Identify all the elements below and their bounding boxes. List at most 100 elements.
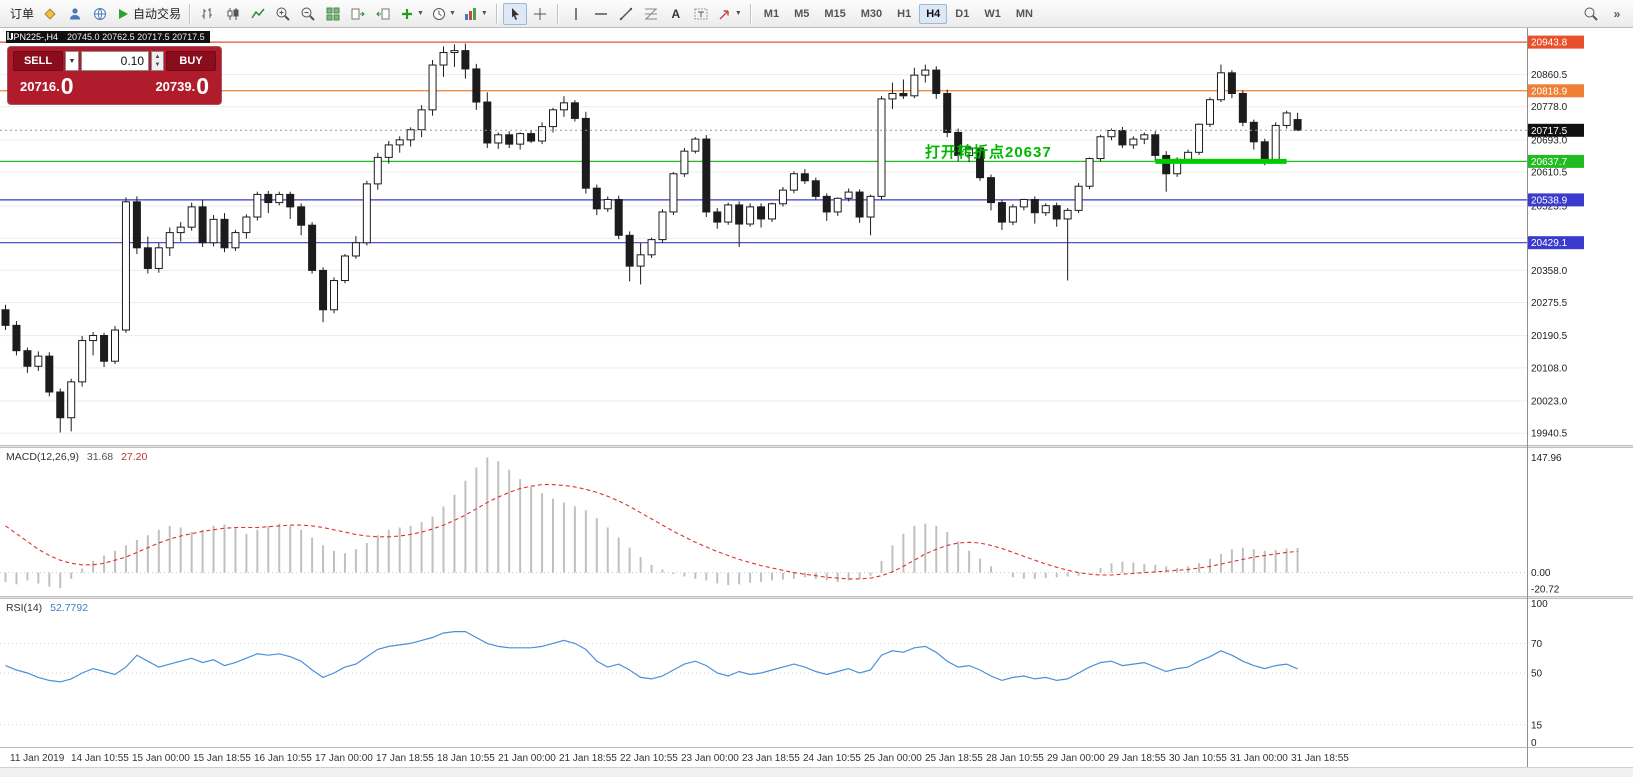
text-button[interactable]: A <box>664 3 688 25</box>
buy-price[interactable]: 20739. 0 <box>155 74 209 99</box>
candle-body <box>1282 112 1291 126</box>
timeframe-w1[interactable]: W1 <box>977 4 1008 24</box>
chart-canvas[interactable]: 20860.5 20778.0 20693.0 20610.5 20523.5 20358… <box>0 28 1633 777</box>
play-icon <box>119 8 129 19</box>
candle-body <box>921 69 930 76</box>
line-chart-icon <box>251 8 265 18</box>
candle-body <box>121 201 130 331</box>
candle-body <box>943 92 952 133</box>
candle-body <box>538 126 547 142</box>
toolbar-right-group: » <box>1579 3 1629 25</box>
toolbar-separator <box>495 3 498 24</box>
candle-body <box>275 193 284 204</box>
timeframe-m5[interactable]: M5 <box>787 4 816 24</box>
volume-stepper[interactable]: ▲ ▼ <box>151 51 164 71</box>
auto-scroll-button[interactable] <box>346 3 370 25</box>
autotrading-button[interactable]: 自动交易 <box>113 3 184 25</box>
cursor-button[interactable] <box>502 2 527 25</box>
candle-body <box>242 216 251 234</box>
tile-windows-button[interactable] <box>321 3 345 25</box>
crosshair-button[interactable] <box>528 3 552 25</box>
candle-body <box>603 198 612 210</box>
text-label-button[interactable] <box>689 3 713 25</box>
periods-button[interactable]: ▼ <box>428 3 459 25</box>
profile-button[interactable] <box>63 3 87 25</box>
timeframe-mn[interactable]: MN <box>1009 4 1040 24</box>
candle-body <box>165 232 174 249</box>
zoom-in-icon <box>276 7 290 21</box>
candle-body <box>592 187 601 210</box>
candle-body <box>702 138 711 213</box>
macd-axis-label: 0.00 <box>1531 568 1551 579</box>
rsi-axis-label: 0 <box>1531 738 1537 749</box>
chart-annotation[interactable]: 打开转折点20637 <box>925 144 1052 161</box>
fibonacci-button[interactable] <box>639 3 663 25</box>
chevron-down-icon: ▼ <box>68 57 76 65</box>
timeframe-m15[interactable]: M15 <box>817 4 852 24</box>
rsi-axis-label: 15 <box>1531 720 1543 731</box>
zoom-in-button[interactable] <box>271 3 295 25</box>
timeframe-d1[interactable]: D1 <box>948 4 976 24</box>
vertical-line-button[interactable] <box>564 3 588 25</box>
candle-body <box>1260 141 1269 162</box>
price-axis-label: 20523.5 <box>1531 201 1568 212</box>
community-button[interactable] <box>38 3 62 25</box>
arrows-button[interactable]: ▼ <box>714 3 745 25</box>
candle-body <box>976 147 985 179</box>
timeframe-h1[interactable]: H1 <box>890 4 918 24</box>
candle-body <box>1019 198 1028 208</box>
volume-dropdown[interactable]: ▼ <box>65 51 79 71</box>
macd-axis-label: -20.72 <box>1531 584 1560 595</box>
chart-shift-button[interactable] <box>371 3 395 25</box>
panel-separator[interactable] <box>0 445 1633 448</box>
candle-body <box>855 191 864 218</box>
templates-button[interactable]: ▼ <box>460 3 491 25</box>
panel-separator[interactable] <box>0 596 1633 599</box>
candle-body <box>658 211 667 241</box>
macd-indicator-label: MACD(12,26,9) 31.68 27.20 <box>6 451 147 463</box>
sell-price[interactable]: 20716. 0 <box>20 74 74 99</box>
candle-body <box>23 350 32 367</box>
candle-body <box>965 147 974 156</box>
candle-body <box>636 254 645 267</box>
price-tag <box>1528 84 1584 98</box>
search-button[interactable] <box>1579 3 1603 25</box>
candle-body <box>1074 185 1083 211</box>
candle-body <box>833 197 842 213</box>
horizontal-line-button[interactable] <box>589 3 613 25</box>
trendline-button[interactable] <box>614 3 638 25</box>
diamond-icon <box>44 7 56 20</box>
one-click-trading-widget: SELL ▼ 0.10 ▲ ▼ BUY 20716. 0 20739. 0 <box>8 47 221 104</box>
toolbar-overflow-button[interactable]: » <box>1605 3 1629 25</box>
timeframe-h4[interactable]: H4 <box>919 3 948 24</box>
person-icon <box>70 7 81 19</box>
time-axis-label: 25 Jan 00:00 <box>864 753 922 764</box>
timeframe-m30[interactable]: M30 <box>854 4 889 24</box>
candle-body <box>297 206 306 226</box>
candle-body <box>1195 123 1204 153</box>
autotrading-label: 自动交易 <box>133 7 182 21</box>
new-order-button[interactable]: 订单 <box>4 3 37 25</box>
volume-input[interactable]: 0.10 <box>81 51 149 71</box>
symbol-timeframe: JPN225-,H4 <box>9 32 59 42</box>
candle-body <box>176 226 185 234</box>
candlestick-button[interactable] <box>221 3 245 25</box>
dropdown-icon: ▼ <box>448 9 456 17</box>
letter-a-icon: A <box>671 6 681 21</box>
sell-button[interactable]: SELL <box>13 51 63 71</box>
help-button[interactable] <box>88 3 112 25</box>
rsi-line <box>5 631 1298 683</box>
timeframe-m1[interactable]: M1 <box>757 4 786 24</box>
price-axis-label: 20275.5 <box>1531 298 1568 309</box>
bar-chart-button[interactable] <box>196 3 220 25</box>
candle-body <box>680 150 689 175</box>
candle-body <box>286 193 295 208</box>
buy-price-main: 20739. <box>155 79 196 94</box>
indicators-button[interactable]: ▼ <box>396 3 427 25</box>
buy-button[interactable]: BUY <box>166 51 216 71</box>
time-axis-label: 21 Jan 00:00 <box>498 753 556 764</box>
candle-body <box>735 204 744 225</box>
line-chart-button[interactable] <box>246 3 270 25</box>
zoom-out-button[interactable] <box>296 3 320 25</box>
mini-chart-icon <box>7 32 13 40</box>
